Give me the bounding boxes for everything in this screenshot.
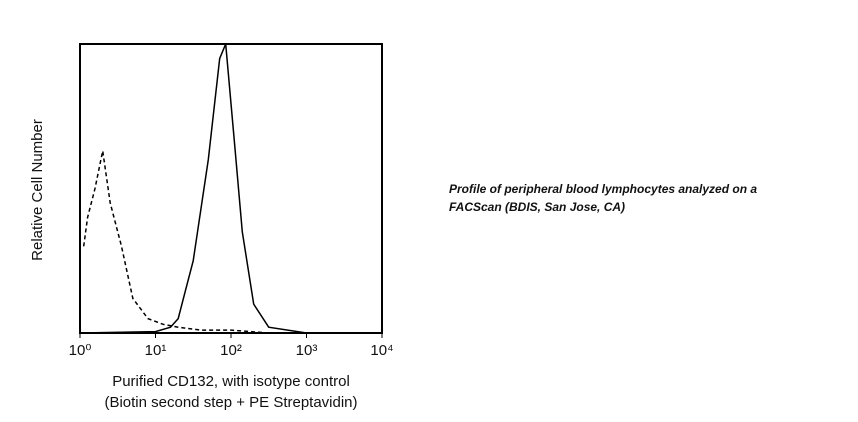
x-axis-label: (Biotin second step + PE Streptavidin) — [104, 394, 357, 411]
caption: Profile of peripheral blood lymphocytes … — [449, 182, 757, 196]
histogram-line — [79, 43, 307, 334]
x-tick-label: 10² — [220, 342, 242, 359]
x-tick-label: 10³ — [296, 342, 318, 359]
histogram-line — [82, 150, 269, 334]
x-axis-label: Purified CD132, with isotype control — [112, 373, 350, 390]
plot-frame — [79, 43, 383, 334]
x-tick-label: 10¹ — [145, 342, 167, 359]
y-axis-label: Relative Cell Number — [29, 119, 46, 261]
caption: FACScan (BDIS, San Jose, CA) — [449, 200, 625, 214]
x-tick-label: 10⁰ — [69, 342, 92, 359]
x-tick-label: 10⁴ — [370, 342, 393, 359]
